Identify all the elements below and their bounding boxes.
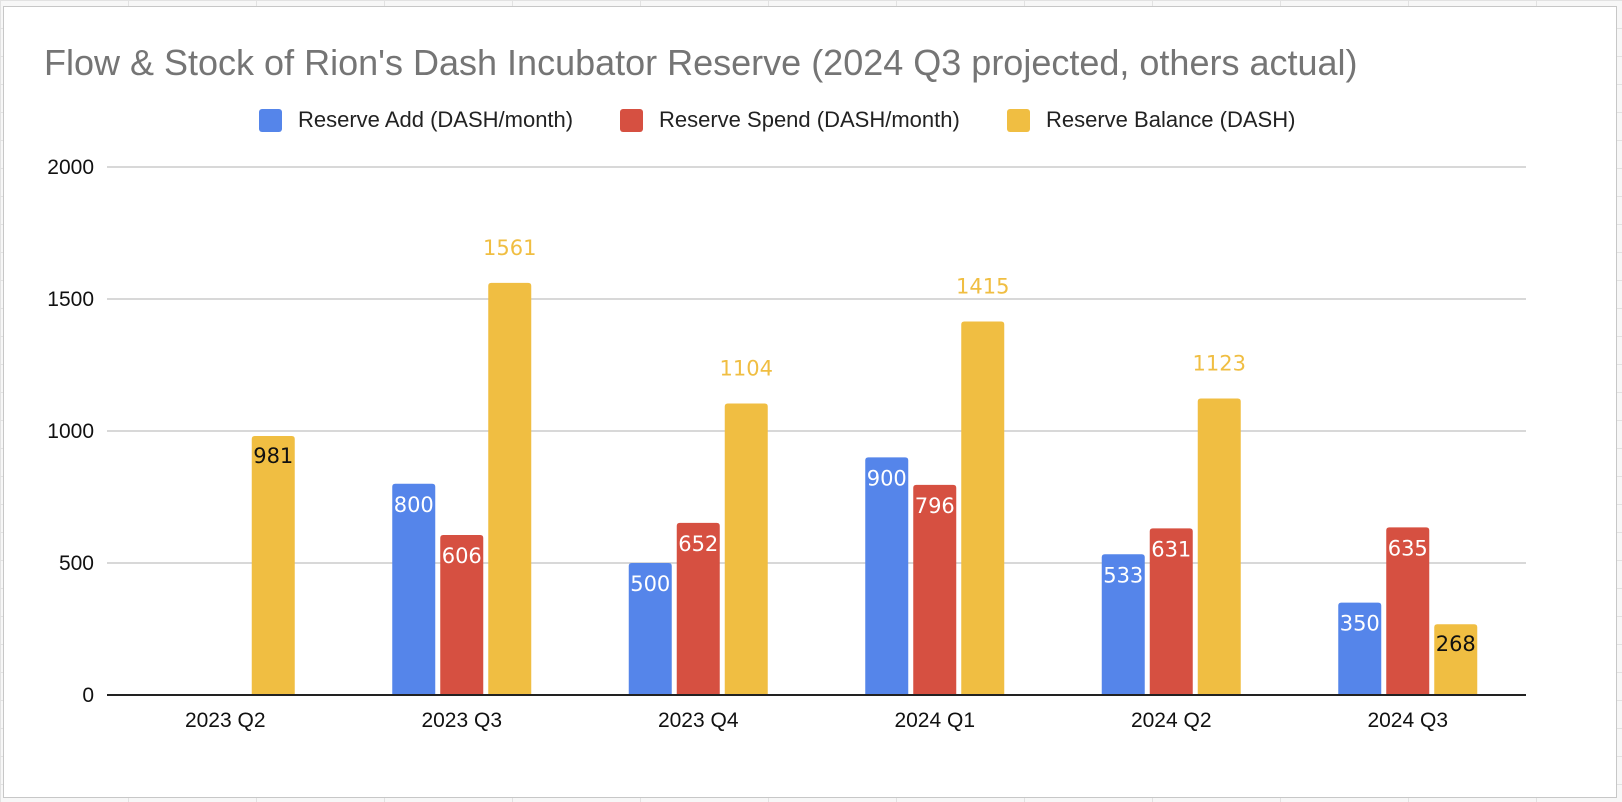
x-tick-label: 2023 Q2 bbox=[185, 709, 266, 732]
data-label: 500 bbox=[630, 572, 670, 596]
y-tick-label: 500 bbox=[59, 552, 94, 575]
x-tick-label: 2024 Q1 bbox=[894, 709, 975, 732]
bar-series-2-2023-q3[interactable] bbox=[440, 535, 484, 695]
y-tick-label: 1500 bbox=[47, 288, 94, 311]
y-tick-label: 2000 bbox=[47, 156, 94, 179]
data-label: 268 bbox=[1436, 632, 1476, 656]
data-labels: 981 800 606 1561 500 652 1104 900 796 1415 533 631 1… bbox=[253, 236, 1476, 656]
legend-label-3: Reserve Balance (DASH) bbox=[1046, 107, 1295, 132]
data-label: 981 bbox=[253, 444, 293, 468]
legend-swatch-1 bbox=[259, 109, 282, 132]
x-tick-label: 2023 Q4 bbox=[658, 709, 739, 732]
legend-label-2: Reserve Spend (DASH/month) bbox=[659, 107, 960, 132]
bar-series-2-2024-q3[interactable] bbox=[1386, 527, 1430, 695]
bar-series-3-2023-q4[interactable] bbox=[724, 403, 768, 695]
bar-series-2-2023-q4[interactable] bbox=[676, 522, 720, 695]
bar-series-3-2023-q3[interactable] bbox=[488, 282, 532, 695]
x-tick-label: 2023 Q3 bbox=[421, 709, 502, 732]
y-tick-label: 0 bbox=[82, 684, 94, 707]
data-label: 652 bbox=[678, 532, 718, 556]
data-label: 800 bbox=[394, 493, 434, 517]
bar-chart: Flow & Stock of Rion's Dash Incubator Re… bbox=[44, 42, 1526, 732]
chart-title: Flow & Stock of Rion's Dash Incubator Re… bbox=[44, 42, 1358, 83]
bar-series-2-2024-q2[interactable] bbox=[1149, 528, 1193, 695]
bars bbox=[251, 282, 1478, 695]
data-label: 900 bbox=[867, 466, 907, 490]
bar-series-2-2024-q1[interactable] bbox=[913, 484, 957, 695]
data-label: 533 bbox=[1103, 563, 1143, 587]
bar-series-1-2024-q2[interactable] bbox=[1101, 554, 1145, 695]
y-axis-ticks: 0 500 1000 1500 2000 bbox=[47, 156, 94, 707]
legend-label-1: Reserve Add (DASH/month) bbox=[298, 107, 573, 132]
data-label: 635 bbox=[1388, 536, 1428, 560]
bar-series-3-2024-q1[interactable] bbox=[961, 321, 1005, 695]
data-label: 1123 bbox=[1193, 352, 1246, 376]
bar-series-1-2023-q4[interactable] bbox=[628, 563, 672, 695]
chart-container[interactable]: Flow & Stock of Rion's Dash Incubator Re… bbox=[3, 6, 1617, 798]
bar-series-3-2024-q3[interactable] bbox=[1434, 624, 1478, 695]
data-label: 606 bbox=[442, 544, 482, 568]
data-label: 1561 bbox=[483, 236, 536, 260]
legend: Reserve Add (DASH/month) Reserve Spend (D… bbox=[259, 107, 1295, 132]
data-label: 1415 bbox=[956, 274, 1009, 298]
x-tick-label: 2024 Q2 bbox=[1131, 709, 1212, 732]
bar-series-1-2024-q1[interactable] bbox=[865, 457, 909, 695]
x-axis-ticks: 2023 Q2 2023 Q3 2023 Q4 2024 Q1 2024 Q2 2024 … bbox=[185, 709, 1448, 732]
bar-series-3-2024-q2[interactable] bbox=[1197, 398, 1241, 695]
legend-swatch-2 bbox=[620, 109, 643, 132]
x-tick-label: 2024 Q3 bbox=[1367, 709, 1448, 732]
data-label: 350 bbox=[1340, 612, 1380, 636]
bar-series-1-2023-q3[interactable] bbox=[392, 483, 436, 695]
data-label: 796 bbox=[915, 494, 955, 518]
legend-swatch-3 bbox=[1007, 109, 1030, 132]
y-tick-label: 1000 bbox=[47, 420, 94, 443]
bar-series-3-2023-q2[interactable] bbox=[251, 436, 295, 695]
data-label: 631 bbox=[1151, 537, 1191, 561]
data-label: 1104 bbox=[720, 357, 773, 381]
bar-series-1-2024-q3[interactable] bbox=[1338, 602, 1382, 695]
gridlines bbox=[107, 166, 1526, 564]
